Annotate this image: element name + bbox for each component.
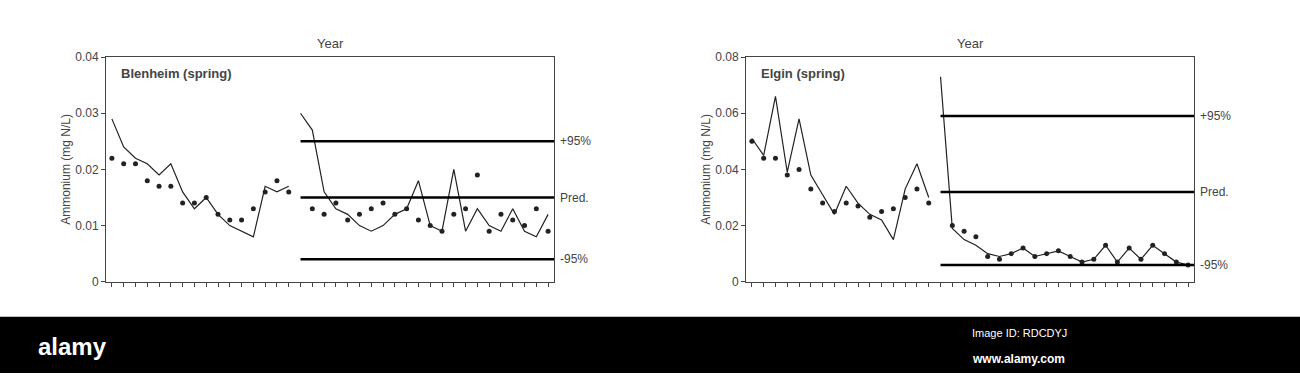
svg-text:Elgin (spring): Elgin (spring): [761, 66, 845, 81]
svg-text:Pred.: Pred.: [1200, 185, 1229, 199]
svg-text:Ammonium (mg N/L): Ammonium (mg N/L): [59, 114, 73, 225]
svg-text:Year: Year: [317, 36, 344, 51]
svg-text:Blenheim (spring): Blenheim (spring): [121, 66, 232, 81]
svg-text:0.06: 0.06: [715, 106, 739, 120]
svg-text:0: 0: [732, 275, 739, 289]
svg-text:Year: Year: [957, 36, 984, 51]
svg-text:-95%: -95%: [1200, 258, 1228, 272]
svg-text:Ammonium (mg N/L): Ammonium (mg N/L): [699, 114, 713, 225]
svg-text:+95%: +95%: [560, 134, 591, 148]
svg-text:0.02: 0.02: [715, 219, 739, 233]
svg-text:-95%: -95%: [560, 252, 588, 266]
svg-text:0.04: 0.04: [715, 163, 739, 177]
svg-text:0.02: 0.02: [75, 163, 99, 177]
svg-text:www.alamy.com: www.alamy.com: [972, 352, 1065, 366]
svg-text:0: 0: [92, 275, 99, 289]
svg-text:Image ID: RDCDYJ: Image ID: RDCDYJ: [972, 327, 1067, 339]
svg-text:0.08: 0.08: [715, 50, 739, 64]
svg-text:0.01: 0.01: [75, 219, 99, 233]
svg-text:alamy: alamy: [38, 333, 107, 360]
svg-text:0.04: 0.04: [75, 50, 99, 64]
svg-text:+95%: +95%: [1200, 109, 1231, 123]
svg-text:Pred.: Pred.: [560, 191, 589, 205]
svg-text:0.03: 0.03: [75, 106, 99, 120]
